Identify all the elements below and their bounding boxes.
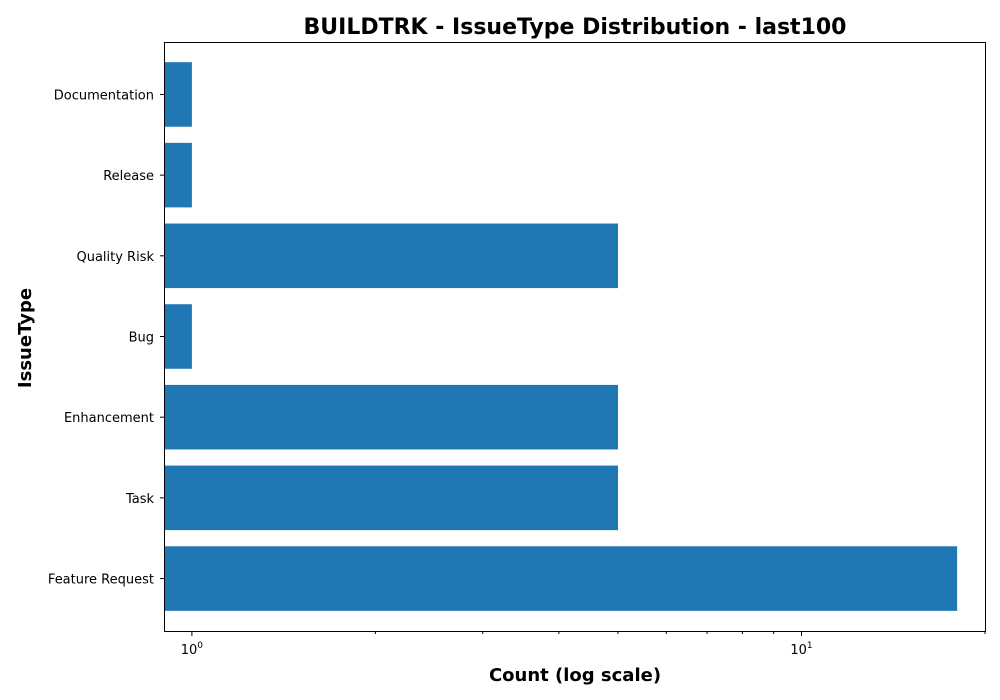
y-tick-label: Release — [103, 169, 154, 184]
x-tick-label: 100 — [181, 641, 204, 658]
x-ticks-group: 100 101 — [181, 631, 986, 658]
y-tick-label: Documentation — [54, 88, 154, 103]
y-tick-label: Task — [125, 492, 155, 507]
y-axis-label: IssueType — [15, 288, 36, 388]
bar-enhancement — [164, 384, 618, 450]
y-tick-label: Feature Request — [48, 573, 154, 588]
bar-documentation — [164, 62, 192, 127]
bar-quality-risk — [164, 223, 618, 289]
bar-task — [164, 465, 618, 531]
chart-title: BUILDTRK - IssueType Distribution - last… — [304, 15, 847, 40]
bars-group — [164, 62, 958, 611]
y-tick-label: Quality Risk — [76, 250, 154, 265]
bar-bug — [164, 304, 192, 369]
x-tick-label: 101 — [790, 641, 812, 658]
y-tick-label: Enhancement — [64, 411, 154, 426]
plot-area-frame — [164, 42, 986, 632]
bar-feature-request — [164, 546, 958, 611]
y-ticks-group: Feature Request Task Enhancement Bug Quality… — [48, 88, 164, 588]
x-axis-label: Count (log scale) — [489, 665, 661, 686]
y-tick-label: Bug — [129, 331, 154, 346]
bar-release — [164, 142, 192, 208]
